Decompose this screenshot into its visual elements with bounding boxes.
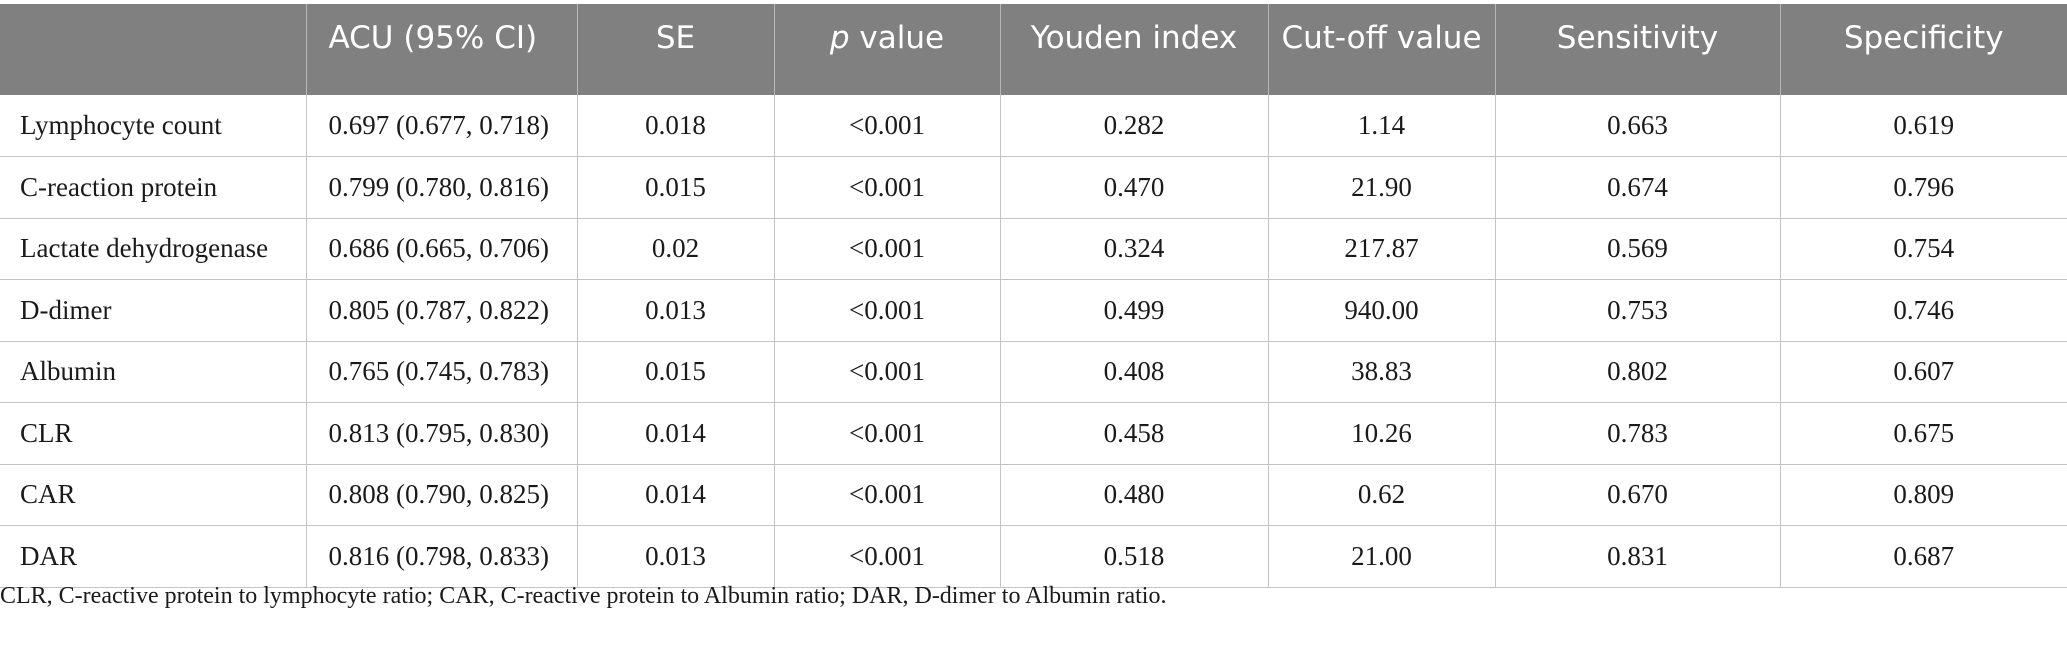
cutoff-cell: 0.62 — [1268, 464, 1496, 526]
variable-cell: DAR — [0, 525, 307, 588]
p-value-cell: <0.001 — [774, 464, 1001, 526]
specificity-cell: 0.619 — [1780, 95, 2067, 157]
table-row: CLR 0.813 (0.795, 0.830) 0.014 <0.001 0.458 1… — [0, 402, 2067, 465]
sensitivity-cell: 0.831 — [1495, 525, 1781, 588]
p-value-cell: <0.001 — [774, 218, 1001, 280]
se-cell: 0.014 — [577, 464, 775, 526]
p-value-cell: <0.001 — [774, 525, 1001, 588]
roc-results-table: ACU (95% CI) SE p value Youden index Cut… — [0, 4, 2067, 588]
specificity-cell: 0.607 — [1780, 341, 2067, 403]
sensitivity-cell: 0.569 — [1495, 218, 1781, 280]
table-body: Lymphocyte count 0.697 (0.677, 0.718) 0.01… — [0, 95, 2067, 588]
table-row: Lymphocyte count 0.697 (0.677, 0.718) 0.01… — [0, 95, 2067, 157]
youden-cell: 0.518 — [1000, 525, 1269, 588]
header-cell-p-value: p value — [774, 4, 1001, 95]
se-cell: 0.014 — [577, 402, 775, 465]
variable-cell: CAR — [0, 464, 307, 526]
cutoff-cell: 38.83 — [1268, 341, 1496, 403]
variable-cell: D-dimer — [0, 279, 307, 342]
se-cell: 0.013 — [577, 279, 775, 342]
table-footnote: CLR, C-reactive protein to lymphocyte ra… — [0, 583, 1167, 609]
sensitivity-cell: 0.802 — [1495, 341, 1781, 403]
variable-cell: Lymphocyte count — [0, 95, 307, 157]
youden-cell: 0.499 — [1000, 279, 1269, 342]
cutoff-cell: 1.14 — [1268, 95, 1496, 157]
variable-cell: Albumin — [0, 341, 307, 403]
youden-cell: 0.470 — [1000, 156, 1269, 219]
sensitivity-cell: 0.783 — [1495, 402, 1781, 465]
sensitivity-cell: 0.753 — [1495, 279, 1781, 342]
youden-cell: 0.324 — [1000, 218, 1269, 280]
sensitivity-cell: 0.670 — [1495, 464, 1781, 526]
cutoff-cell: 21.90 — [1268, 156, 1496, 219]
variable-cell: Lactate dehydrogenase — [0, 218, 307, 280]
sensitivity-cell: 0.663 — [1495, 95, 1781, 157]
header-p-suffix: value — [849, 20, 945, 56]
youden-cell: 0.282 — [1000, 95, 1269, 157]
acu-cell: 0.805 (0.787, 0.822) — [306, 279, 578, 342]
header-cell-youden: Youden index — [1000, 4, 1269, 95]
header-cell-specificity: Specificity — [1780, 4, 2067, 95]
specificity-cell: 0.796 — [1780, 156, 2067, 219]
p-value-cell: <0.001 — [774, 341, 1001, 403]
acu-cell: 0.686 (0.665, 0.706) — [306, 218, 578, 280]
cutoff-cell: 21.00 — [1268, 525, 1496, 588]
acu-cell: 0.765 (0.745, 0.783) — [306, 341, 578, 403]
se-cell: 0.02 — [577, 218, 775, 280]
header-cell-acu: ACU (95% CI) — [306, 4, 578, 95]
acu-cell: 0.697 (0.677, 0.718) — [306, 95, 578, 157]
cutoff-cell: 217.87 — [1268, 218, 1496, 280]
specificity-cell: 0.746 — [1780, 279, 2067, 342]
acu-cell: 0.799 (0.780, 0.816) — [306, 156, 578, 219]
acu-cell: 0.808 (0.790, 0.825) — [306, 464, 578, 526]
cutoff-cell: 940.00 — [1268, 279, 1496, 342]
se-cell: 0.015 — [577, 156, 775, 219]
specificity-cell: 0.754 — [1780, 218, 2067, 280]
youden-cell: 0.408 — [1000, 341, 1269, 403]
se-cell: 0.013 — [577, 525, 775, 588]
table-row: C-reaction protein 0.799 (0.780, 0.816) 0.… — [0, 156, 2067, 219]
cutoff-cell: 10.26 — [1268, 402, 1496, 465]
header-row: ACU (95% CI) SE p value Youden index Cut… — [0, 4, 2067, 95]
header-cell-sensitivity: Sensitivity — [1495, 4, 1781, 95]
se-cell: 0.018 — [577, 95, 775, 157]
youden-cell: 0.480 — [1000, 464, 1269, 526]
acu-cell: 0.816 (0.798, 0.833) — [306, 525, 578, 588]
specificity-cell: 0.809 — [1780, 464, 2067, 526]
youden-cell: 0.458 — [1000, 402, 1269, 465]
table-row: Lactate dehydrogenase 0.686 (0.665, 0.706… — [0, 218, 2067, 280]
p-value-cell: <0.001 — [774, 279, 1001, 342]
specificity-cell: 0.675 — [1780, 402, 2067, 465]
variable-cell: C-reaction protein — [0, 156, 307, 219]
table-row: D-dimer 0.805 (0.787, 0.822) 0.013 <0.001 0.… — [0, 279, 2067, 342]
p-value-cell: <0.001 — [774, 402, 1001, 465]
sensitivity-cell: 0.674 — [1495, 156, 1781, 219]
table-row: DAR 0.816 (0.798, 0.833) 0.013 <0.001 0.518 2… — [0, 525, 2067, 588]
p-value-cell: <0.001 — [774, 95, 1001, 157]
se-cell: 0.015 — [577, 341, 775, 403]
p-value-cell: <0.001 — [774, 156, 1001, 219]
header-cell-se: SE — [577, 4, 775, 95]
header-cell-variable — [0, 4, 307, 95]
table-container: ACU (95% CI) SE p value Youden index Cut… — [0, 4, 2067, 588]
table-row: CAR 0.808 (0.790, 0.825) 0.014 <0.001 0.480 0… — [0, 464, 2067, 526]
variable-cell: CLR — [0, 402, 307, 465]
header-p-italic: p — [829, 20, 850, 56]
acu-cell: 0.813 (0.795, 0.830) — [306, 402, 578, 465]
table-row: Albumin 0.765 (0.745, 0.783) 0.015 <0.001 0.… — [0, 341, 2067, 403]
specificity-cell: 0.687 — [1780, 525, 2067, 588]
header-cell-cutoff: Cut-off value — [1268, 4, 1496, 95]
